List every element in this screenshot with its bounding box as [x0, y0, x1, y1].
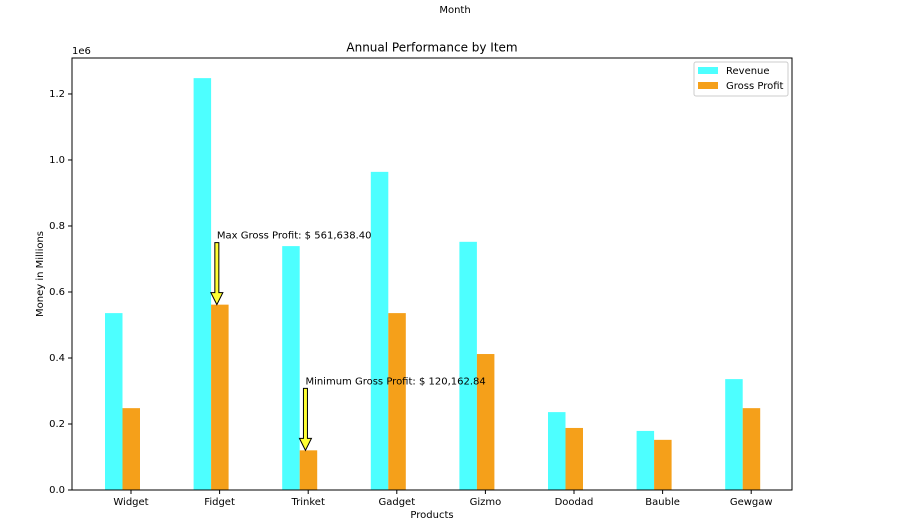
top-label: Month: [439, 5, 470, 16]
legend-swatch: [698, 67, 718, 74]
bar: [211, 304, 229, 490]
bar: [282, 246, 300, 490]
bar: [459, 241, 477, 490]
bar: [105, 313, 123, 490]
x-tick-label: Trinket: [291, 497, 325, 508]
legend-label: Gross Profit: [726, 81, 784, 92]
x-tick-label: Bauble: [645, 497, 680, 508]
x-tick-label: Gizmo: [470, 497, 502, 508]
annotation: Max Gross Profit: $ 561,638.40: [217, 231, 372, 242]
bar: [388, 313, 406, 490]
annotation-arrow: [298, 387, 313, 452]
bar: [299, 450, 318, 490]
x-tick-label: Doodad: [555, 497, 594, 508]
y-tick-label: 0.8: [49, 221, 65, 232]
bar: [193, 78, 212, 490]
x-tick-label: Fidget: [204, 497, 235, 508]
y-tick-label: 0.6: [49, 287, 65, 298]
y-tick-label: 0.4: [49, 353, 65, 364]
legend-swatch: [698, 82, 718, 89]
x-tick-label: Gadget: [378, 497, 415, 508]
x-axis-label: Products: [410, 510, 453, 521]
bar: [725, 379, 743, 490]
annotation: Minimum Gross Profit: $ 120,162.84: [305, 376, 485, 387]
chart-title: Annual Performance by Item: [346, 41, 517, 55]
offset-text: 1e6: [72, 46, 91, 57]
plot-frame: [71, 57, 793, 491]
bar: [122, 408, 140, 490]
bar: [742, 408, 761, 490]
x-tick-label: Gewgaw: [730, 497, 773, 508]
bar: [370, 171, 389, 490]
bar: [654, 439, 672, 490]
legend-label: Revenue: [726, 66, 770, 77]
bar: [565, 427, 583, 490]
y-tick-label: 0.2: [49, 419, 65, 430]
annotation-arrow: [210, 242, 224, 306]
bar: [476, 354, 495, 490]
bar: [636, 430, 655, 490]
bar: [548, 412, 566, 490]
y-tick-label: 0.0: [49, 485, 65, 496]
y-axis-label: Money in Millions: [35, 231, 46, 317]
y-tick-label: 1.0: [49, 155, 65, 166]
y-tick-label: 1.2: [49, 89, 65, 100]
x-tick-label: Widget: [113, 497, 148, 508]
